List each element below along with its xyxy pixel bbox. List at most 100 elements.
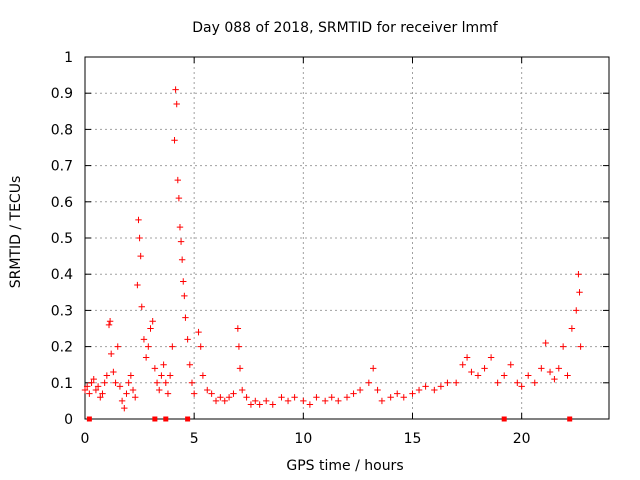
data-point: [114, 343, 121, 350]
data-point: [88, 379, 95, 386]
y-axis-label: SRMTID / TECUs: [8, 176, 24, 289]
data-point: [400, 394, 407, 401]
y-tick-label: 0.3: [51, 303, 73, 319]
data-point: [153, 379, 161, 386]
data-point: [147, 325, 154, 332]
data-point: [247, 401, 255, 408]
data-point: [156, 386, 163, 394]
data-point: [335, 397, 342, 405]
x-tick-label: 5: [190, 431, 199, 447]
data-point: [197, 343, 204, 350]
data-point: [444, 379, 451, 386]
data-point: [137, 252, 144, 260]
data-point: [415, 386, 423, 394]
data-point: [235, 343, 243, 350]
data-point: [173, 100, 180, 108]
axis-ticks: 00.10.20.30.40.50.60.70.80.910 5 10 15 20: [51, 50, 609, 447]
data-point: [177, 238, 185, 245]
data-point: [142, 354, 150, 361]
data-point: [518, 383, 525, 390]
y-tick-label: 0.8: [51, 122, 73, 138]
data-point: [263, 397, 270, 405]
data-point: [162, 379, 169, 386]
data-point: [378, 397, 386, 405]
data-point: [121, 404, 128, 412]
data-point: [507, 361, 514, 368]
data-point: [494, 379, 501, 386]
y-tick-label: 0.9: [51, 86, 73, 102]
data-point: [365, 379, 373, 386]
chart-title: Day 088 of 2018, SRMTID for receiver lmm…: [192, 20, 499, 36]
data-point: [555, 365, 562, 372]
y-tick-label: 0.5: [51, 231, 73, 247]
data-point: [175, 194, 183, 202]
baseline-marker: [163, 416, 169, 422]
data-point: [350, 390, 357, 397]
data-point: [83, 383, 91, 390]
data-point: [92, 386, 100, 394]
data-point: [343, 394, 351, 401]
data-point: [370, 365, 377, 372]
data-point: [394, 390, 401, 397]
data-point: [176, 223, 184, 231]
data-point: [313, 394, 320, 401]
data-point: [481, 365, 488, 372]
data-point: [208, 390, 215, 397]
data-point: [190, 390, 198, 397]
data-point: [356, 386, 364, 394]
data-point: [225, 394, 233, 401]
data-point: [551, 375, 558, 383]
data-point: [575, 271, 582, 278]
data-point: [86, 390, 93, 397]
data-point: [468, 368, 475, 376]
data-point: [422, 383, 429, 390]
data-point: [195, 328, 202, 336]
data-point: [236, 365, 244, 372]
baseline-marker: [152, 416, 158, 422]
data-point: [151, 365, 159, 372]
data-point: [118, 397, 126, 405]
data-point: [564, 372, 571, 379]
data-point: [576, 289, 583, 296]
data-point: [387, 394, 394, 401]
data-point: [171, 137, 178, 144]
data-point: [243, 394, 250, 401]
x-tick-label: 20: [513, 431, 531, 447]
data-point: [328, 394, 335, 401]
data-point: [459, 361, 466, 368]
data-point: [306, 401, 314, 408]
data-point: [94, 383, 102, 390]
data-point: [123, 390, 130, 397]
data-point: [145, 343, 152, 350]
data-point: [158, 372, 165, 379]
gridlines: [85, 57, 609, 419]
data-point: [99, 390, 106, 397]
data-point: [234, 325, 242, 332]
data-point: [256, 401, 263, 408]
data-point: [463, 354, 471, 361]
data-point: [542, 339, 549, 347]
data-point: [181, 292, 188, 300]
data-point: [437, 383, 445, 390]
data-points: [81, 86, 584, 422]
data-point: [474, 372, 482, 379]
data-point: [212, 397, 220, 405]
data-point: [180, 278, 187, 285]
data-point: [101, 379, 108, 386]
data-point: [186, 361, 193, 368]
baseline-marker: [185, 416, 191, 422]
data-point: [487, 354, 495, 361]
data-point: [501, 372, 508, 379]
baseline-marker: [501, 416, 507, 422]
data-point: [129, 386, 137, 394]
data-point: [409, 390, 416, 397]
data-point: [577, 343, 584, 350]
data-point: [110, 368, 117, 376]
data-point: [132, 394, 139, 401]
baseline-marker: [567, 416, 573, 422]
data-point: [573, 307, 580, 314]
x-tick-label: 10: [294, 431, 312, 447]
baseline-marker: [86, 416, 92, 422]
y-tick-label: 1: [64, 50, 73, 66]
